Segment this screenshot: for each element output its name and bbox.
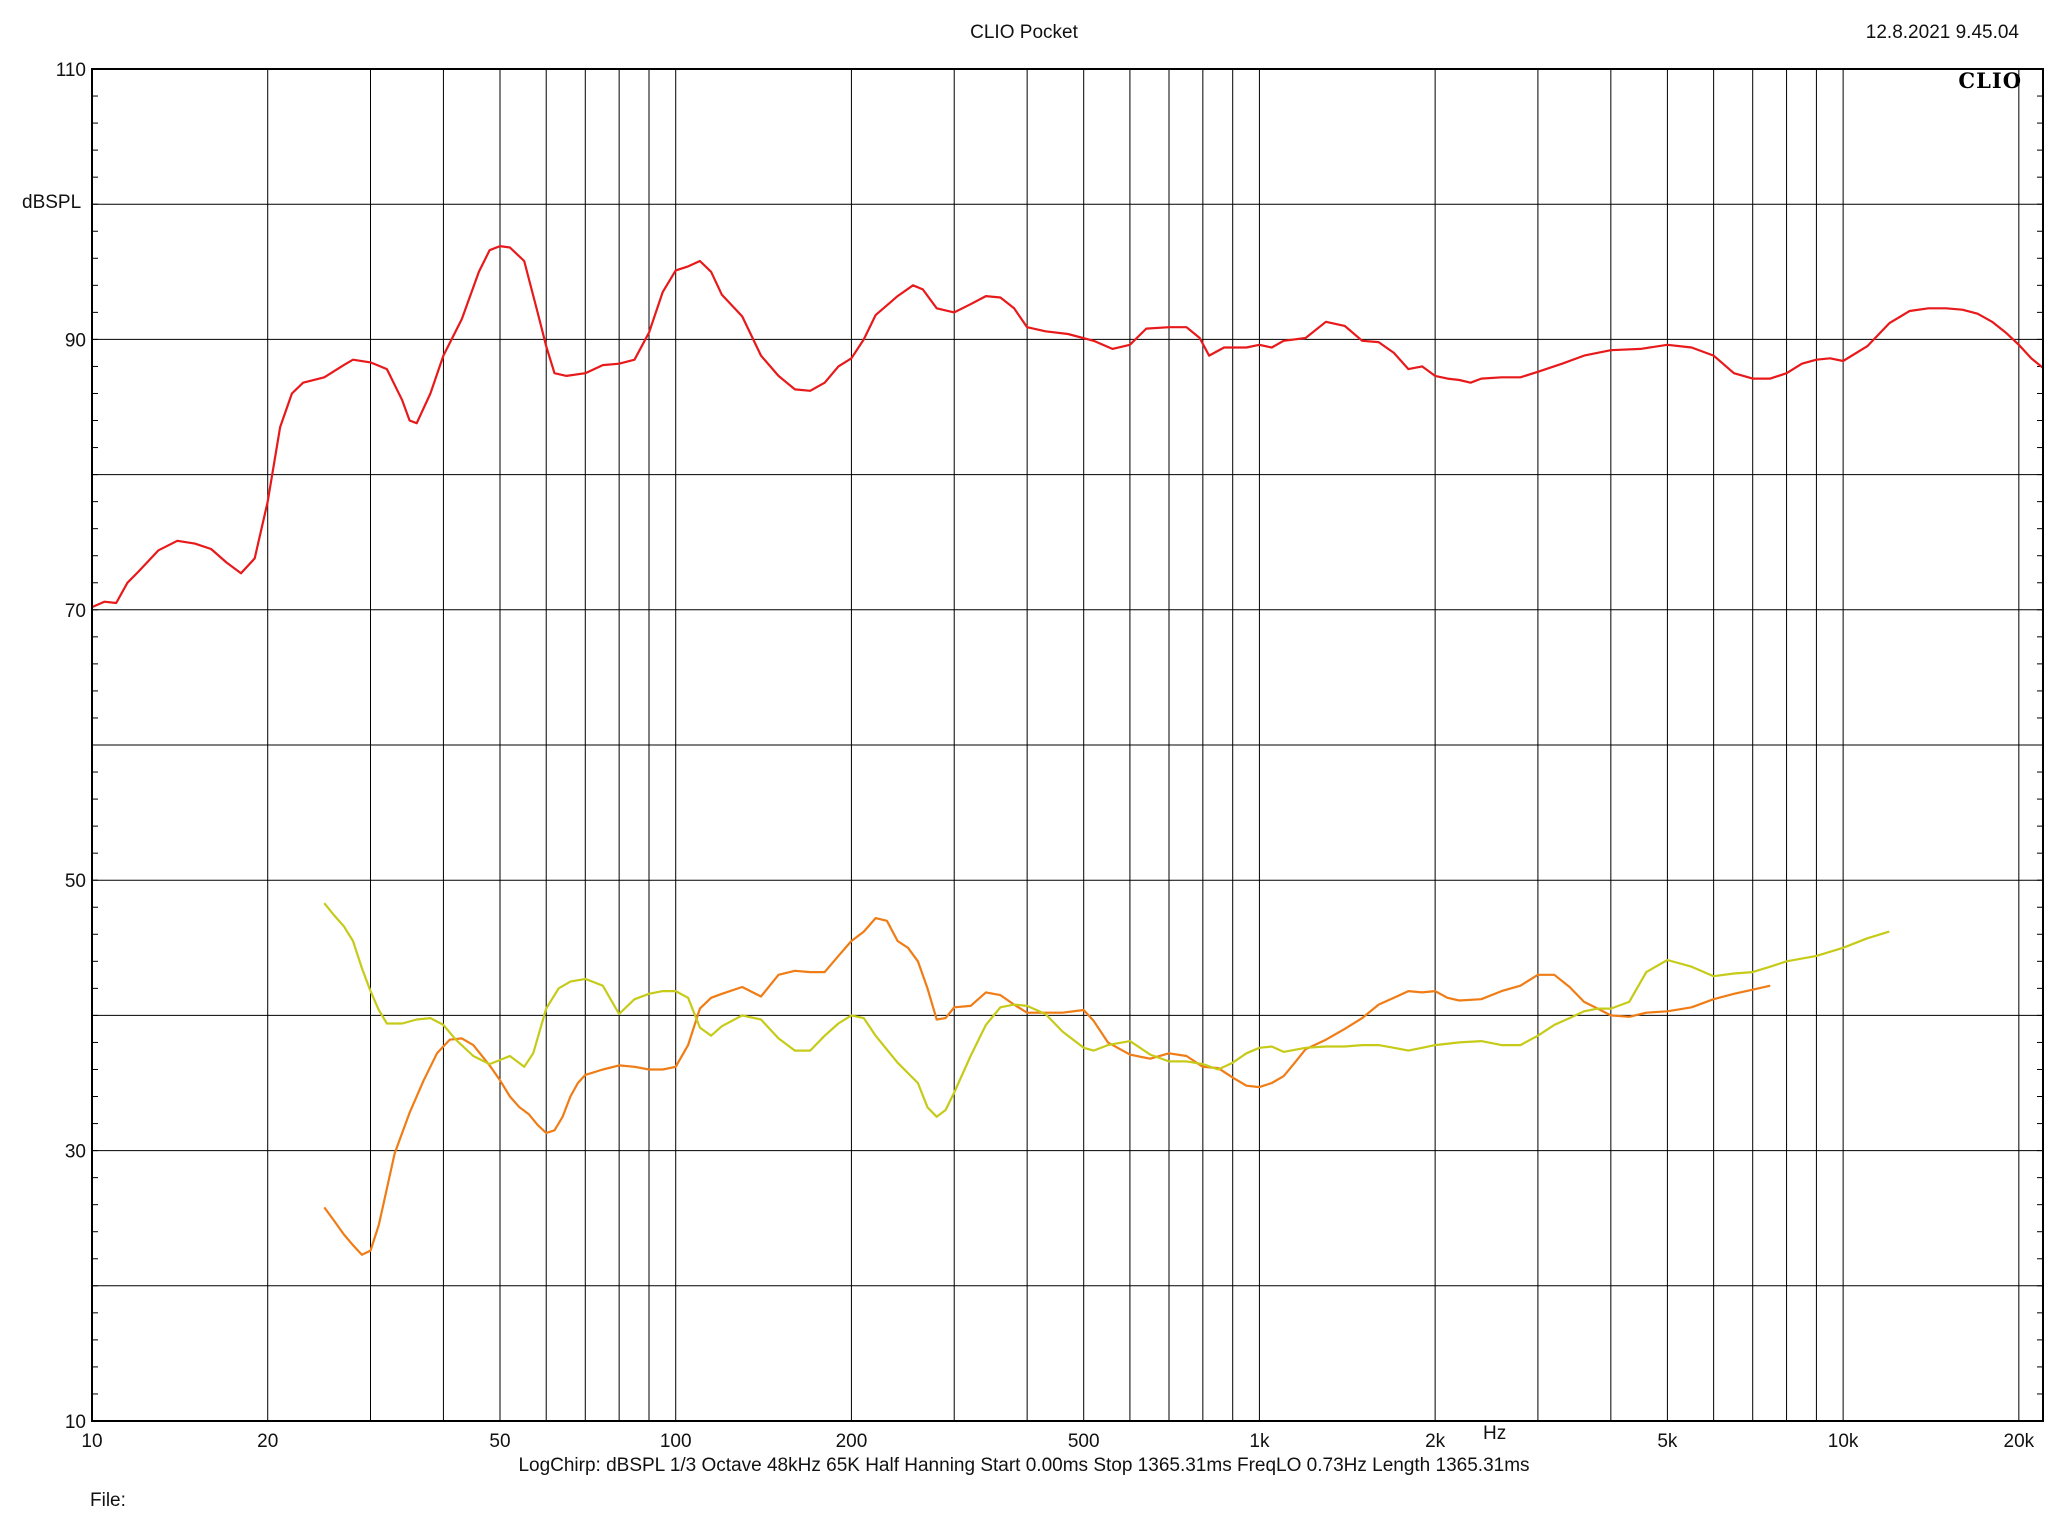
plot-frame: [91, 68, 2044, 1422]
series-line-2: [323, 917, 1771, 1256]
measurement-settings: LogChirp: dBSPL 1/3 Octave 48kHz 65K Hal…: [518, 1455, 1530, 1476]
x-tick-label: 100: [660, 1431, 692, 1452]
x-tick-label: 20k: [2004, 1431, 2035, 1452]
x-tick-label: 200: [836, 1431, 868, 1452]
x-axis-unit-label: Hz: [1483, 1423, 1507, 1444]
x-tick-label: 50: [489, 1431, 510, 1452]
y-tick-label: 10: [65, 1412, 86, 1433]
series-line-1: [91, 245, 2044, 609]
x-tick-label: 5k: [1657, 1431, 1678, 1452]
grid-lines: [92, 68, 2043, 1422]
tick-labels: 10 20 50 100 200 500 1k 2k 5k 10k 20k 10 30 50 70 90 110: [56, 60, 2035, 1452]
x-tick-label: 10: [81, 1431, 102, 1452]
chart-title: CLIO Pocket: [970, 22, 1078, 43]
y-tick-label: 50: [65, 871, 86, 892]
x-tick-label: 500: [1068, 1431, 1100, 1452]
series-lines: [91, 245, 2044, 1256]
file-label: File:: [90, 1490, 126, 1511]
y-tick-label: 110: [56, 60, 86, 81]
series-line-3: [323, 902, 1890, 1118]
x-tick-label: 20: [257, 1431, 278, 1452]
clio-logo: CLIO: [1958, 68, 2022, 93]
timestamp: 12.8.2021 9.45.04: [1865, 22, 2019, 43]
x-tick-label: 1k: [1249, 1431, 1270, 1452]
x-tick-label: 2k: [1425, 1431, 1446, 1452]
y-tick-label: 30: [65, 1142, 86, 1163]
y-axis-label: dBSPL: [22, 192, 82, 213]
x-tick-label: 10k: [1828, 1431, 1859, 1452]
y-tick-label: 70: [65, 601, 86, 622]
y-tick-label: 90: [65, 330, 86, 351]
